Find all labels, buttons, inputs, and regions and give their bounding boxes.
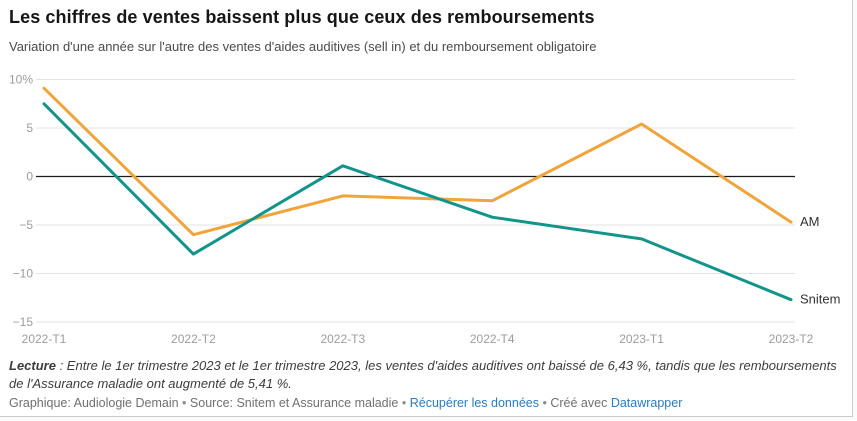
reading-note-label: Lecture (9, 358, 56, 373)
y-tick-label: 5 (26, 121, 33, 135)
y-tick-label: −5 (19, 218, 33, 232)
series-line-snitem (42, 102, 793, 302)
datawrapper-link[interactable]: Datawrapper (610, 396, 683, 410)
byline: Graphique: Audiologie Demain • Source: S… (9, 396, 682, 410)
reading-note-text: : Entre le 1er trimestre 2023 et le 1er … (9, 358, 837, 391)
reading-note: Lecture : Entre le 1er trimestre 2023 et… (9, 357, 851, 393)
x-tick-label: 2022-T2 (171, 332, 216, 346)
x-tick-label: 2022-T4 (470, 332, 515, 346)
series-label-am: AM (800, 214, 820, 229)
byline-separator: • (542, 396, 547, 410)
get-data-link[interactable]: Récupérer les données (409, 396, 539, 410)
series-line-am (42, 86, 793, 237)
series-label-snitem: Snitem (800, 292, 840, 307)
x-tick-label: 2022-T1 (22, 332, 67, 346)
y-tick-label: 10% (9, 73, 33, 87)
chart-subtitle: Variation d'une année sur l'autre des ve… (9, 39, 597, 54)
line-chart: 10% 5 0 −5 −10 −15 2022-T1 2022-T2 2022-T3 2022-T… (9, 73, 841, 347)
byline-graphique: Graphique: Audiologie Demain (9, 396, 179, 410)
x-tick-label: 2022-T3 (320, 332, 365, 346)
byline-separator: • (182, 396, 187, 410)
byline-created-with: Créé avec (550, 396, 608, 410)
byline-separator: • (401, 396, 407, 410)
chart-title: Les chiffres de ventes baissent plus que… (9, 7, 595, 27)
byline-source: Source: Snitem et Assurance maladie (189, 396, 399, 410)
x-tick-label: 2023-T2 (769, 332, 814, 346)
y-tick-label: −10 (13, 267, 34, 281)
y-tick-label: −15 (13, 315, 34, 329)
x-tick-label: 2023-T1 (619, 332, 664, 346)
y-tick-label: 0 (26, 170, 33, 184)
